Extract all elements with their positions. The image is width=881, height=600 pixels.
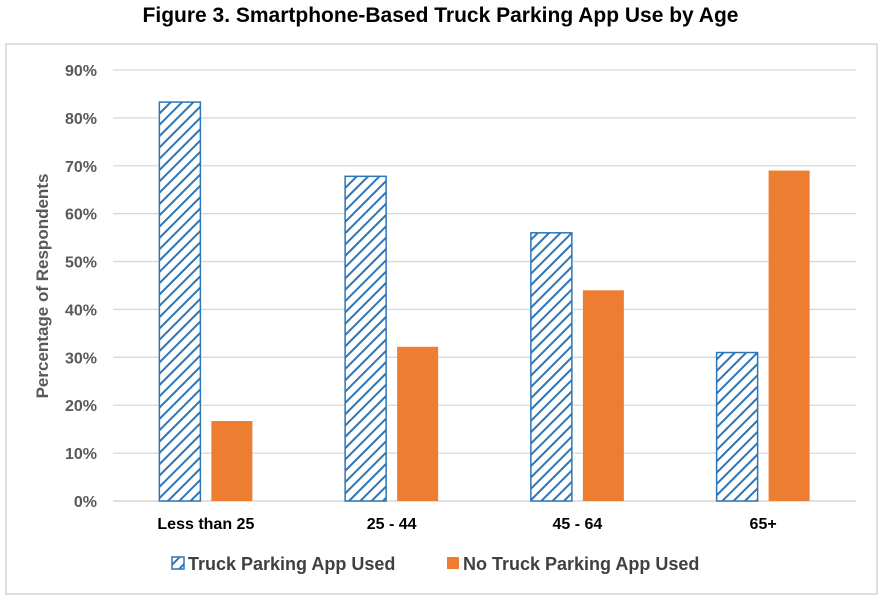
bar-app-used	[158, 101, 202, 502]
legend-swatch	[171, 556, 185, 570]
chart-border	[5, 43, 878, 595]
legend: Truck Parking App Used No Truck Parking A…	[171, 554, 699, 574]
chart-title: Figure 3. Smartphone-Based Truck Parking…	[142, 4, 739, 27]
x-axis-categories: Less than 25 25 - 44 45 - 64 65+	[157, 516, 776, 533]
x-tick-label: 65+	[750, 516, 777, 533]
bar-no-app-used	[582, 290, 624, 501]
bars	[158, 101, 810, 502]
y-tick-label: 80%	[65, 111, 97, 128]
bar-no-app-used	[397, 346, 439, 501]
y-tick-label: 10%	[65, 446, 97, 463]
legend-swatch	[447, 557, 459, 569]
y-tick-label: 0%	[74, 494, 97, 511]
x-tick-label: Less than 25	[157, 516, 254, 533]
bar-app-used	[344, 175, 387, 502]
bar-no-app-used	[768, 170, 810, 502]
legend-label: No Truck Parking App Used	[463, 554, 699, 574]
y-tick-label: 70%	[65, 159, 97, 176]
legend-label: Truck Parking App Used	[188, 554, 395, 574]
y-axis-ticks: 0% 10% 20% 30% 40% 50% 60% 70% 80% 90%	[65, 63, 97, 511]
y-tick-label: 20%	[65, 398, 97, 415]
y-tick-label: 50%	[65, 255, 97, 272]
bar-app-used	[530, 232, 573, 502]
x-tick-label: 45 - 64	[552, 516, 602, 533]
y-tick-label: 40%	[65, 302, 97, 319]
y-tick-label: 30%	[65, 350, 97, 367]
y-axis-label: Percentage of Respondents	[33, 174, 52, 399]
y-tick-label: 60%	[65, 207, 97, 224]
x-tick-label: 25 - 44	[367, 516, 417, 533]
y-tick-label: 90%	[65, 63, 97, 80]
bar-no-app-used	[211, 421, 253, 501]
bar-app-used	[715, 351, 759, 502]
